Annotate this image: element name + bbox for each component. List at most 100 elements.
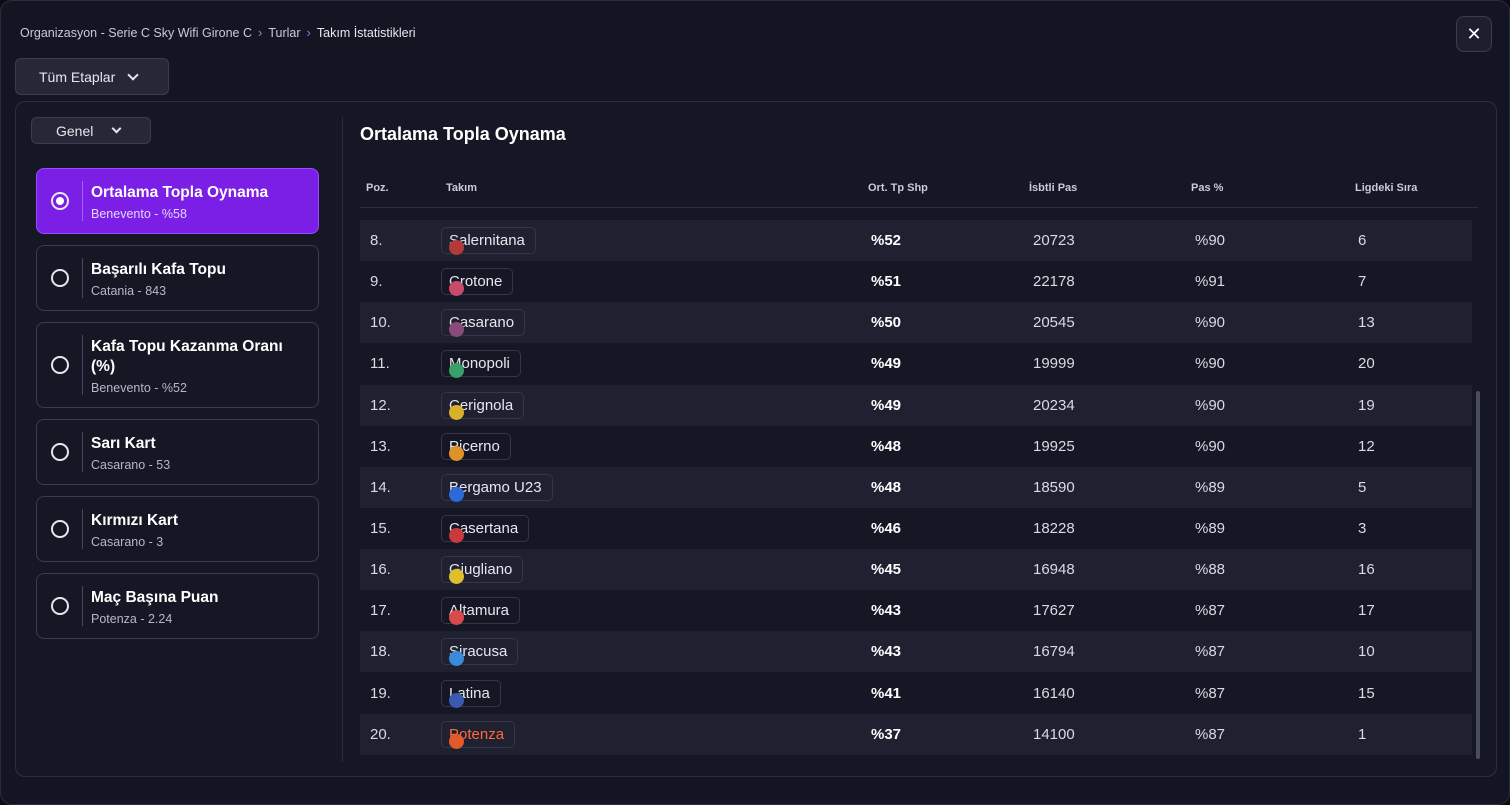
close-button[interactable]: ✕ [1456, 16, 1492, 52]
team-chip[interactable]: Monopoli [441, 350, 521, 378]
cell-pass-pct: %90 [1195, 232, 1226, 249]
col-header-pos[interactable]: Poz. [366, 182, 389, 194]
cell-league-rank: 10 [1358, 643, 1375, 660]
chevron-down-icon [111, 123, 122, 134]
table-row[interactable]: 15. Casertana %46 18228 %89 3 [360, 508, 1472, 549]
table-row[interactable]: 17. Altamura %43 17627 %87 17 [360, 590, 1472, 631]
cell-league-rank: 19 [1358, 397, 1375, 414]
table-row[interactable]: 14. Bergamo U23 %48 18590 %89 5 [360, 467, 1472, 508]
cell-pos: 11. [370, 355, 390, 372]
stat-category-leader: Benevento - %58 [91, 207, 187, 221]
team-chip[interactable]: Siracusa [441, 638, 519, 666]
table-title: Ortalama Topla Oynama [360, 124, 566, 144]
cell-pos: 19. [370, 685, 391, 702]
team-chip[interactable]: Giugliano [441, 556, 524, 584]
cell-team: Altamura [449, 602, 510, 619]
team-chip[interactable]: Potenza [441, 721, 516, 749]
breadcrumb-rounds[interactable]: Turlar [268, 25, 301, 40]
team-chip[interactable]: Crotone [441, 268, 514, 296]
table-row[interactable]: 18. Siracusa %43 16794 %87 10 [360, 631, 1472, 672]
radio-icon[interactable] [51, 356, 69, 374]
cell-pos: 8. [370, 232, 383, 249]
divider [82, 432, 83, 472]
cell-passes: 18590 [1033, 479, 1075, 496]
table-body[interactable]: 8. Salernitana %52 20723 %90 6 9. Crotone %51 221… [360, 208, 1472, 760]
team-chip[interactable]: Casertana [441, 515, 530, 543]
team-logo-icon [449, 240, 464, 255]
stat-category-item[interactable]: Başarılı Kafa Topu Catania - 843 [36, 245, 319, 311]
radio-icon[interactable] [51, 520, 69, 538]
cell-league-rank: 1 [1358, 726, 1367, 743]
cell-possession: %48 [871, 438, 902, 455]
breadcrumb: Organizasyon - Serie C Sky Wifi Girone C… [20, 25, 416, 40]
col-header-possession[interactable]: Ort. Tp Shp [868, 182, 928, 194]
divider [82, 335, 83, 395]
cell-passes: 18228 [1033, 520, 1075, 537]
cell-pos: 17. [370, 602, 391, 619]
radio-icon[interactable] [51, 443, 69, 461]
cell-passes: 22178 [1033, 273, 1075, 290]
table-row[interactable]: 11. Monopoli %49 19999 %90 20 [360, 343, 1472, 384]
stat-category-item[interactable]: Maç Başına Puan Potenza - 2.24 [36, 573, 319, 639]
stat-category-title: Sarı Kart [91, 435, 156, 452]
cell-league-rank: 6 [1358, 232, 1367, 249]
table-row[interactable]: 20. Potenza %37 14100 %87 1 [360, 714, 1472, 755]
team-chip[interactable]: Casarano [441, 309, 526, 337]
radio-icon[interactable] [51, 192, 69, 210]
team-chip[interactable]: Latina [441, 680, 501, 708]
team-logo-icon [449, 734, 464, 749]
cell-possession: %50 [871, 314, 902, 331]
cell-league-rank: 16 [1358, 561, 1375, 578]
table-row[interactable]: 12. Cerignola %49 20234 %90 19 [360, 385, 1472, 426]
team-chip[interactable]: Bergamo U23 [441, 474, 553, 502]
table-row[interactable]: 13. Picerno %48 19925 %90 12 [360, 426, 1472, 467]
team-logo-icon [449, 281, 464, 296]
stage-dropdown[interactable]: Tüm Etaplar [15, 58, 169, 95]
stat-category-item[interactable]: Kırmızı Kart Casarano - 3 [36, 496, 319, 562]
team-logo-icon [449, 528, 464, 543]
col-header-league-rank[interactable]: Ligdeki Sıra [1355, 182, 1418, 194]
table-row[interactable]: 8. Salernitana %52 20723 %90 6 [360, 220, 1472, 261]
cell-pos: 13. [370, 438, 391, 455]
stat-category-title: Maç Başına Puan [91, 589, 219, 606]
team-chip[interactable]: Picerno [441, 433, 511, 461]
cell-passes: 19999 [1033, 355, 1075, 372]
chevron-down-icon [127, 68, 139, 81]
stat-category-item[interactable]: Ortalama Topla Oynama Benevento - %58 [36, 168, 319, 234]
stat-category-list: Ortalama Topla Oynama Benevento - %58 Başa… [36, 168, 319, 650]
stage-dropdown-label: Tüm Etaplar [39, 68, 116, 85]
table-row[interactable]: 16. Giugliano %45 16948 %88 16 [360, 549, 1472, 590]
radio-icon[interactable] [51, 597, 69, 615]
stat-category-item[interactable]: Sarı Kart Casarano - 53 [36, 419, 319, 485]
col-header-pass-pct[interactable]: Pas % [1191, 182, 1224, 194]
cell-pos: 10. [370, 314, 391, 331]
cell-team: Casertana [449, 520, 519, 537]
col-header-passes[interactable]: İsbtli Pas [1029, 182, 1078, 194]
cell-pass-pct: %87 [1195, 726, 1226, 743]
team-chip[interactable]: Salernitana [441, 227, 536, 255]
cell-team: Bergamo U23 [449, 479, 542, 496]
col-header-team[interactable]: Takım [446, 182, 477, 194]
table-row[interactable]: 9. Crotone %51 22178 %91 7 [360, 261, 1472, 302]
stat-category-leader: Casarano - 3 [91, 535, 164, 549]
cell-possession: %43 [871, 602, 902, 619]
stat-category-leader: Casarano - 53 [91, 458, 171, 472]
table-row[interactable]: 19. Latina %41 16140 %87 15 [360, 673, 1472, 714]
team-chip[interactable]: Altamura [441, 597, 521, 625]
stat-category-leader: Benevento - %52 [91, 381, 187, 395]
category-group-dropdown[interactable]: Genel [31, 117, 151, 144]
stat-category-title: Kırmızı Kart [91, 512, 178, 529]
stat-category-item[interactable]: Kafa Topu Kazanma Oranı (%) Benevento - %… [36, 322, 319, 408]
cell-league-rank: 12 [1358, 438, 1375, 455]
close-icon: ✕ [1466, 23, 1482, 44]
breadcrumb-organization[interactable]: Organizasyon - Serie C Sky Wifi Girone C [20, 25, 253, 40]
cell-team: Salernitana [449, 232, 525, 249]
cell-pass-pct: %89 [1195, 479, 1226, 496]
table-scrollbar[interactable] [1476, 391, 1480, 759]
team-chip[interactable]: Cerignola [441, 392, 525, 420]
cell-possession: %37 [871, 726, 902, 743]
table-row[interactable]: 10. Casarano %50 20545 %90 13 [360, 302, 1472, 343]
radio-icon[interactable] [51, 269, 69, 287]
cell-pos: 15. [370, 520, 391, 537]
